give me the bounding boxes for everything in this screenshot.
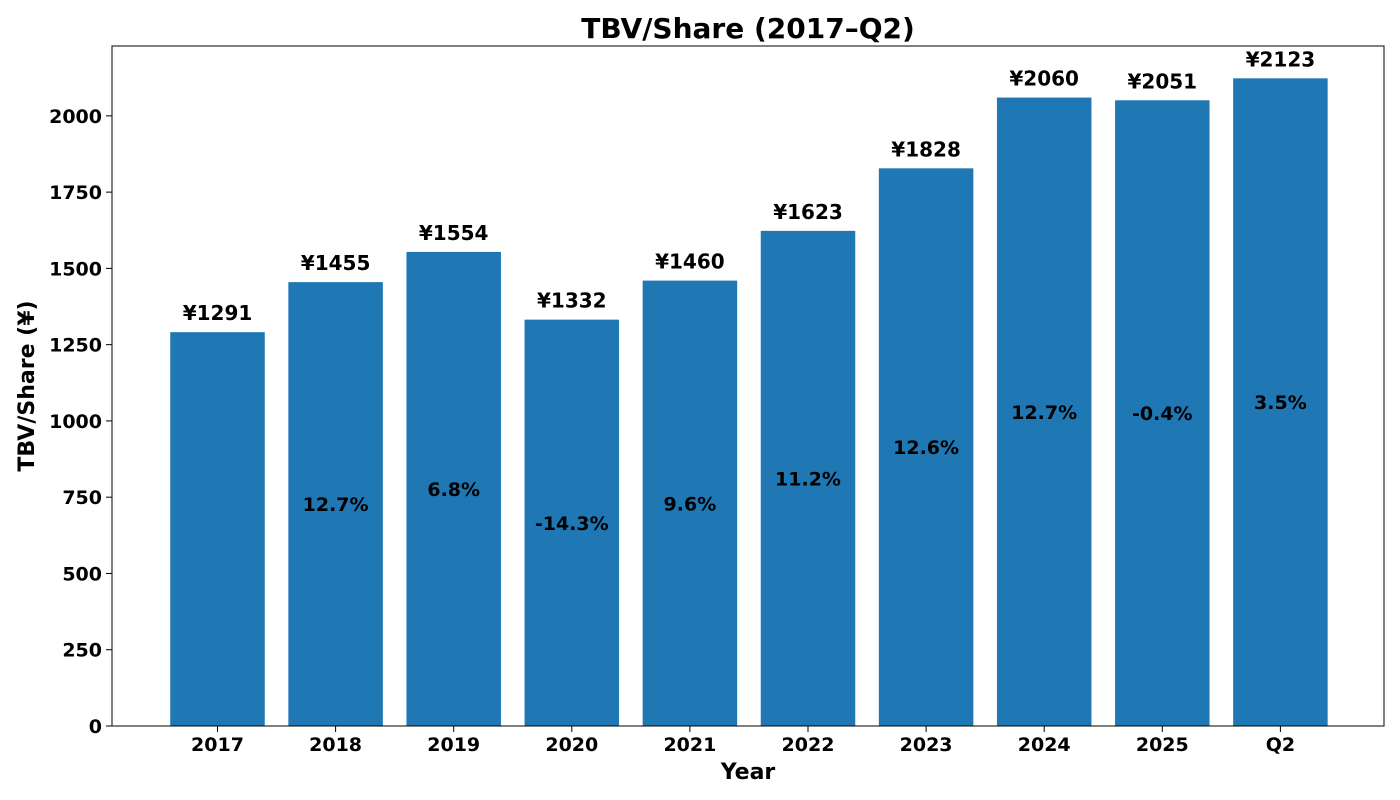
value-label-2024: ¥2060 <box>1009 67 1079 91</box>
y-tick-label: 1250 <box>49 335 102 357</box>
y-tick-label: 1500 <box>49 258 102 280</box>
bar-2019 <box>406 251 501 727</box>
x-tick-label: 2025 <box>1136 734 1189 756</box>
bar-2022 <box>760 230 856 726</box>
bar-2025 <box>1115 100 1210 727</box>
x-tick-label: 2022 <box>782 734 835 756</box>
x-tick-label: 2020 <box>545 734 598 756</box>
y-tick-label: 1000 <box>49 411 102 433</box>
growth-label-2021: 9.6% <box>664 493 717 515</box>
bar-group: ¥1291 ¥1455 12.7% ¥1554 6.8% ¥1332 -14.3% ¥1460… <box>170 47 1328 727</box>
bar-2023 <box>878 168 974 726</box>
value-label-2021: ¥1460 <box>655 250 725 274</box>
growth-label-2020: -14.3% <box>535 513 609 535</box>
x-tick-label: 2024 <box>1018 734 1071 756</box>
growth-label-2024: 12.7% <box>1011 402 1077 424</box>
value-label-2018: ¥1455 <box>301 251 371 275</box>
x-tick-label: 2018 <box>309 734 362 756</box>
bar-2024 <box>996 97 1092 726</box>
growth-label-Q2: 3.5% <box>1254 392 1307 414</box>
x-tick-label: 2017 <box>191 734 244 756</box>
chart-title: TBV/Share (2017–Q2) <box>581 12 915 45</box>
y-axis-ticks: 0 250 500 750 1000 1250 1500 1750 2000 <box>49 106 112 738</box>
value-label-2017: ¥1291 <box>183 301 253 325</box>
bar-2017 <box>170 332 265 726</box>
y-tick-label: 750 <box>62 487 102 509</box>
x-tick-label: 2023 <box>900 734 953 756</box>
growth-label-2019: 6.8% <box>427 479 480 501</box>
bar-2018 <box>288 282 383 726</box>
growth-label-2023: 12.6% <box>893 437 959 459</box>
x-axis-label: Year <box>720 760 776 785</box>
x-axis-ticks: 2017 2018 2019 2020 2021 2022 2023 2024 2025 Q2 <box>191 726 1295 756</box>
growth-label-2018: 12.7% <box>303 494 369 516</box>
y-tick-label: 250 <box>62 640 102 662</box>
y-tick-label: 0 <box>89 716 102 738</box>
growth-label-2022: 11.2% <box>775 468 841 490</box>
x-tick-label: Q2 <box>1266 734 1295 756</box>
value-label-2023: ¥1828 <box>891 137 961 161</box>
value-label-2019: ¥1554 <box>419 221 489 245</box>
value-label-Q2: ¥2123 <box>1246 47 1316 71</box>
value-label-2025: ¥2051 <box>1128 69 1198 93</box>
plot-frame <box>111 45 1385 727</box>
y-tick-label: 1750 <box>49 182 102 204</box>
value-label-2020: ¥1332 <box>537 289 607 313</box>
y-tick-label: 2000 <box>49 106 102 128</box>
bar-2020 <box>524 319 620 726</box>
x-tick-label: 2019 <box>427 734 480 756</box>
bar-2021 <box>642 280 738 726</box>
x-tick-label: 2021 <box>663 734 716 756</box>
y-axis-label: TBV/Share (¥) <box>15 300 40 471</box>
bar-Q2 <box>1233 78 1328 727</box>
y-tick-label: 500 <box>62 563 102 585</box>
value-label-2022: ¥1623 <box>773 200 843 224</box>
growth-label-2025: -0.4% <box>1132 403 1193 425</box>
